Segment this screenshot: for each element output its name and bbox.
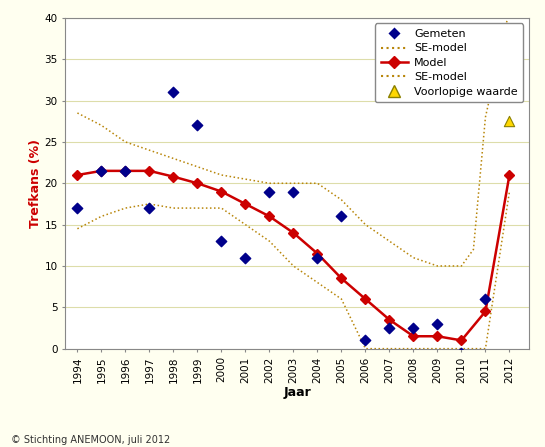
Point: [169, 89, 178, 96]
Point: [97, 167, 106, 174]
Point: [457, 349, 466, 356]
Point: [145, 205, 154, 212]
Point: [241, 254, 250, 261]
Point: [289, 188, 298, 195]
Point: [433, 320, 442, 327]
Point: [481, 295, 490, 303]
Point: [409, 325, 418, 332]
Legend: Gemeten, SE-model, Model, SE-model, Voorlopige waarde: Gemeten, SE-model, Model, SE-model, Voor…: [375, 23, 523, 102]
Point: [217, 238, 226, 245]
Point: [73, 205, 82, 212]
X-axis label: Jaar: Jaar: [283, 386, 311, 399]
Point: [313, 254, 322, 261]
Point: [361, 337, 370, 344]
Text: © Stichting ANEMOON, juli 2012: © Stichting ANEMOON, juli 2012: [11, 435, 170, 445]
Point: [505, 118, 514, 125]
Point: [337, 213, 346, 220]
Point: [121, 167, 130, 174]
Point: [385, 325, 394, 332]
Y-axis label: Trefkans (%): Trefkans (%): [29, 139, 42, 228]
Point: [265, 188, 274, 195]
Point: [193, 122, 202, 129]
